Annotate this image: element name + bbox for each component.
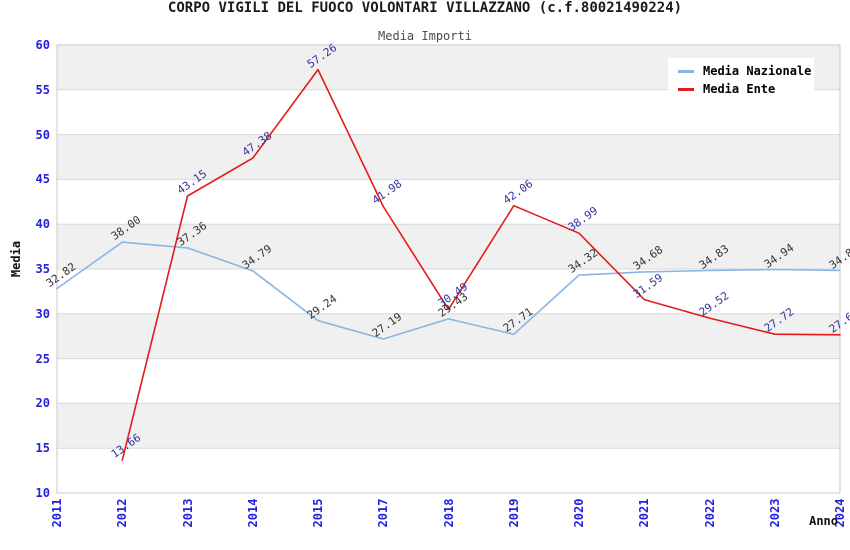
legend-item-media-ente: Media Ente [678, 80, 806, 98]
legend-swatch-media-nazionale-icon [678, 69, 694, 73]
legend-label: Media Ente [703, 82, 776, 96]
legend-swatch-media-ente-icon [678, 87, 694, 91]
y-axis-tick-label: 20 [35, 396, 50, 411]
x-axis-tick-label: 2018 [441, 498, 456, 528]
y-axis-tick-label: 35 [35, 262, 50, 276]
y-axis-tick-label: 10 [35, 486, 50, 500]
x-axis-tick-label: 2013 [180, 498, 195, 528]
x-axis-tick-label: 2014 [245, 498, 260, 528]
y-axis-tick-label: 55 [35, 82, 50, 97]
x-axis-title: Anno [809, 514, 838, 528]
x-axis-tick-label: 2012 [115, 498, 130, 528]
x-axis-tick-label: 2022 [702, 498, 717, 528]
y-axis-tick-label: 25 [35, 351, 50, 366]
legend-label: Media Nazionale [703, 64, 812, 78]
y-axis-tick-label: 50 [35, 127, 50, 142]
y-axis-tick-label: 15 [35, 441, 50, 456]
legend: Media Nazionale Media Ente [668, 58, 814, 102]
y-axis-tick-label: 45 [35, 172, 50, 187]
x-axis-tick-label: 2020 [572, 498, 586, 528]
y-axis-tick-label: 30 [35, 306, 50, 321]
x-axis-tick-label: 2015 [311, 498, 325, 528]
chart-subtitle: Media Importi [378, 29, 472, 43]
x-axis-tick-label: 2023 [767, 498, 782, 528]
x-axis-tick-label: 2017 [376, 498, 391, 528]
y-axis-tick-label: 40 [35, 217, 50, 232]
y-axis-tick-label: 60 [35, 38, 50, 52]
chart-title: CORPO VIGILI DEL FUOCO VOLONTARI VILLAZZ… [167, 0, 683, 16]
x-axis-tick-label: 2021 [637, 498, 652, 528]
x-axis-tick-label: 2011 [50, 498, 64, 528]
legend-item-media-nazionale: Media Nazionale [678, 62, 811, 80]
x-axis-tick-label: 2019 [506, 498, 521, 528]
